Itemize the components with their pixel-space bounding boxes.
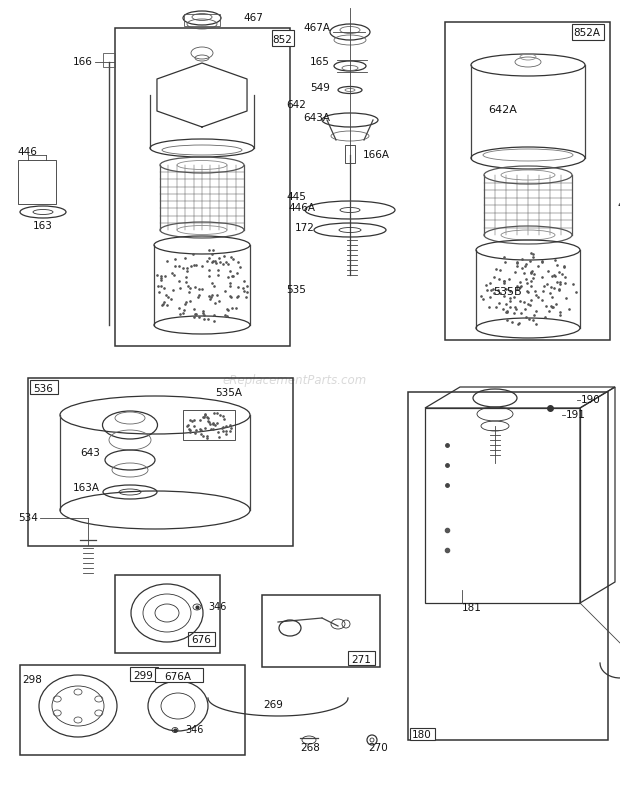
Bar <box>130 667 158 681</box>
Bar <box>115 28 290 346</box>
Text: 298: 298 <box>22 675 42 685</box>
Bar <box>18 160 56 204</box>
Bar <box>115 575 220 653</box>
Text: 163A: 163A <box>73 483 100 493</box>
Bar <box>410 728 435 740</box>
Text: 467A: 467A <box>303 23 330 33</box>
Text: 163: 163 <box>33 221 53 231</box>
Bar <box>408 392 608 740</box>
Text: 676A: 676A <box>164 672 192 682</box>
Text: 268: 268 <box>300 743 320 753</box>
Bar <box>20 665 245 755</box>
Text: 346: 346 <box>185 725 203 735</box>
Bar <box>262 595 380 667</box>
Text: 676: 676 <box>191 635 211 645</box>
Bar <box>103 53 115 67</box>
Bar <box>30 380 58 394</box>
Text: 535: 535 <box>286 285 306 295</box>
Text: 271: 271 <box>351 655 371 665</box>
Text: 166A: 166A <box>363 150 390 160</box>
Text: 467: 467 <box>243 13 263 23</box>
Bar <box>183 410 235 440</box>
Text: 270: 270 <box>368 743 388 753</box>
Text: 643: 643 <box>80 448 100 458</box>
Text: 181: 181 <box>462 603 482 613</box>
Text: 446A: 446A <box>288 203 315 213</box>
Bar <box>345 145 355 163</box>
Text: 642A: 642A <box>489 105 518 115</box>
Text: 445: 445 <box>286 192 306 202</box>
Text: 852: 852 <box>272 35 292 45</box>
Text: 534: 534 <box>18 513 38 523</box>
Text: 643A: 643A <box>303 113 330 123</box>
Bar <box>572 24 604 40</box>
Bar <box>184 14 220 26</box>
Bar <box>188 632 215 646</box>
Text: 191: 191 <box>566 410 586 420</box>
Bar <box>28 378 293 546</box>
Text: 535A: 535A <box>215 388 242 398</box>
Text: 852A: 852A <box>574 28 601 38</box>
Text: 166: 166 <box>73 57 93 67</box>
Text: 642: 642 <box>286 100 306 110</box>
Bar <box>445 22 610 340</box>
Text: 445A: 445A <box>617 200 620 210</box>
Text: 190: 190 <box>581 395 601 405</box>
Text: eReplacementParts.com: eReplacementParts.com <box>223 373 367 387</box>
Text: 535B: 535B <box>494 287 522 297</box>
Bar <box>155 668 203 682</box>
Text: 446: 446 <box>17 147 37 157</box>
Text: 269: 269 <box>263 700 283 710</box>
Bar <box>348 651 375 665</box>
Text: 536: 536 <box>33 384 53 394</box>
Text: 180: 180 <box>412 730 432 740</box>
Text: 549: 549 <box>310 83 330 93</box>
Bar <box>425 408 580 603</box>
Text: 299: 299 <box>133 671 153 681</box>
Bar <box>272 30 294 46</box>
Text: 165: 165 <box>310 57 330 67</box>
Text: 172: 172 <box>295 223 315 233</box>
Text: 346: 346 <box>208 602 226 612</box>
